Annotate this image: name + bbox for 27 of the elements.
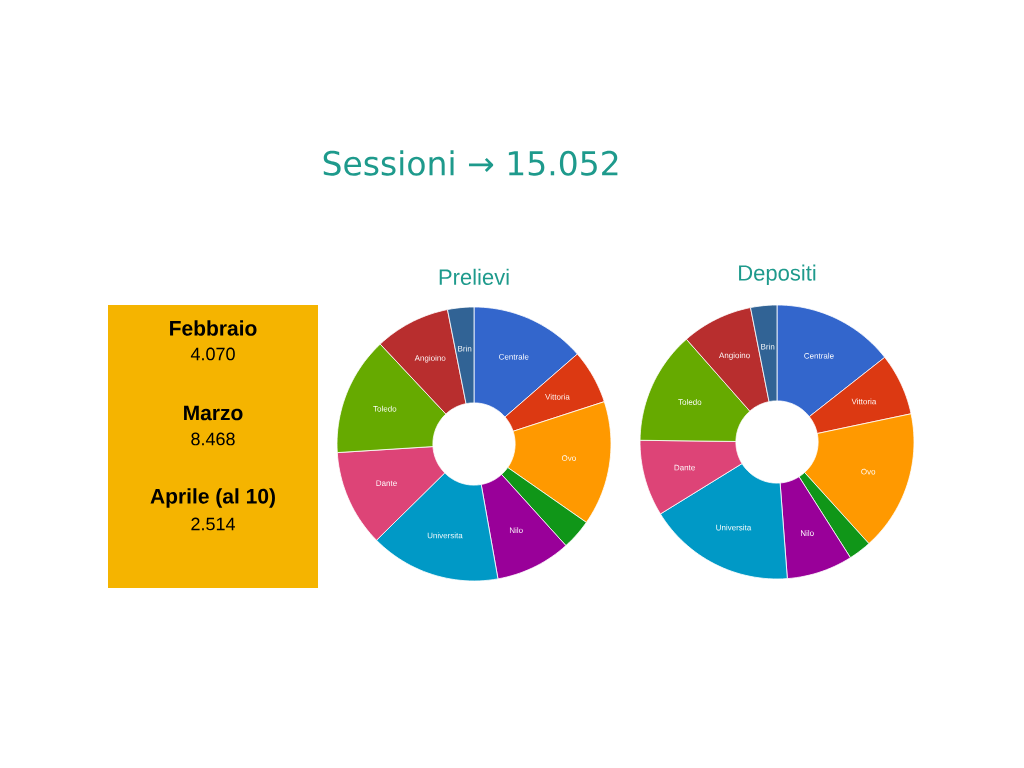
text: Marzo xyxy=(184,405,243,421)
chart-title: Depositi xyxy=(739,264,816,286)
slice-label: Dante xyxy=(376,480,397,486)
slice-label: Ovo xyxy=(861,468,876,475)
slice-label: Centrale xyxy=(499,353,529,360)
text: 4.070 xyxy=(190,347,235,361)
chart-title: Prelievi xyxy=(439,268,509,285)
slice-label: Nilo xyxy=(509,527,523,534)
slice-label: Nilo xyxy=(800,530,814,536)
slice-label: Universita xyxy=(716,524,752,531)
text: Aprile (al 10) xyxy=(150,488,275,508)
text: 8.468 xyxy=(191,432,235,446)
text: 2.514 xyxy=(191,517,235,531)
text: Sessioni → 15.052 xyxy=(323,150,618,176)
slice-label: Centrale xyxy=(804,352,834,359)
slice-label: Angioino xyxy=(719,352,750,360)
slice-label: Universita xyxy=(427,532,463,539)
slice-label: Toledo xyxy=(373,405,397,412)
slice-label: Dante xyxy=(674,464,695,471)
slice-label: Vittoria xyxy=(851,398,877,405)
slice-label: Brin xyxy=(761,343,775,350)
slice-label: Ovo xyxy=(561,455,576,461)
text: Febbraio xyxy=(170,320,257,336)
slice-label: Brin xyxy=(458,345,472,352)
slice-label: Vittoria xyxy=(545,393,570,400)
slice-label: Angioino xyxy=(414,354,446,363)
slice-label: Toledo xyxy=(678,399,702,405)
